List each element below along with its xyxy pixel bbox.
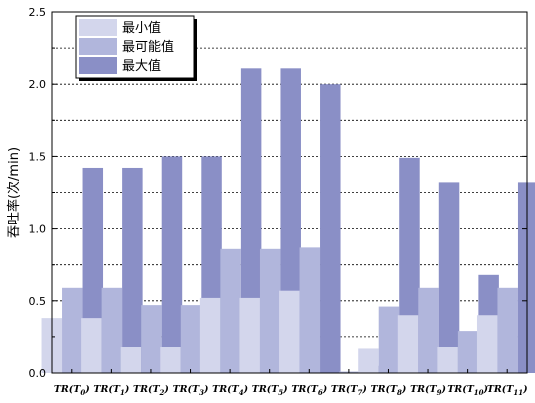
- bar: [517, 182, 535, 373]
- bar: [438, 182, 460, 373]
- x-tick-label: TR(T9): [410, 384, 446, 397]
- y-tick-label: 2.0: [29, 78, 47, 91]
- bar: [397, 315, 419, 373]
- bar: [199, 297, 221, 373]
- legend-label: 最小值: [122, 20, 161, 36]
- x-tick-label: TR(T8): [371, 384, 407, 397]
- bars: [41, 68, 535, 373]
- y-tick-label: 2.5: [29, 6, 47, 19]
- x-tick-label: TR(T10): [447, 384, 488, 397]
- x-tick-label: TR(T6): [291, 384, 327, 397]
- bar: [180, 305, 202, 373]
- bar: [418, 287, 439, 373]
- bar: [320, 84, 341, 373]
- x-tick-label: TR(T7): [331, 384, 367, 397]
- x-tick-label: TR(T5): [252, 384, 288, 397]
- bar: [160, 347, 181, 373]
- y-tick-label: 1.0: [29, 223, 47, 236]
- x-tick-label: TR(T3): [173, 384, 209, 397]
- x-tick-label: TR(T11): [487, 384, 528, 397]
- legend-label: 最大值: [122, 58, 161, 74]
- x-tick-label: TR(T2): [133, 384, 169, 397]
- bar: [62, 287, 83, 373]
- bar: [122, 167, 143, 373]
- y-tick-label: 0.0: [29, 367, 47, 380]
- x-tick-label: TR(T1): [93, 384, 129, 397]
- x-tick-label: TR(T0): [54, 384, 90, 397]
- bar: [259, 248, 281, 373]
- x-axis: TR(T0) TR(T1) TR(T2) TR(T3) TR(T4) TR(T5) TR(T…: [54, 369, 528, 397]
- legend-swatch: [79, 38, 117, 55]
- bar: [141, 305, 162, 373]
- bar: [358, 348, 379, 373]
- bar: [299, 247, 321, 373]
- bar: [378, 306, 400, 373]
- bar: [497, 287, 518, 373]
- legend-swatch: [79, 57, 117, 74]
- bar: [81, 318, 102, 373]
- bar: [101, 287, 123, 373]
- bar: [279, 290, 300, 373]
- bar: [457, 331, 479, 373]
- bar: [240, 68, 262, 373]
- bar: [120, 347, 142, 373]
- bar: [161, 156, 183, 373]
- bar: [220, 248, 241, 373]
- bar: [437, 347, 458, 373]
- legend-swatch: [79, 19, 117, 36]
- y-axis: 0.0 0.5 1.0 1.5 2.0 2.5: [29, 6, 527, 380]
- y-tick-label: 1.5: [29, 150, 47, 163]
- bar: [476, 315, 498, 373]
- x-tick-label: TR(T4): [212, 384, 248, 397]
- y-axis-label: 吞吐率(次/min): [6, 147, 22, 238]
- y-tick-label: 0.5: [29, 295, 47, 308]
- bar: [239, 297, 260, 373]
- legend-label: 最可能值: [122, 39, 174, 55]
